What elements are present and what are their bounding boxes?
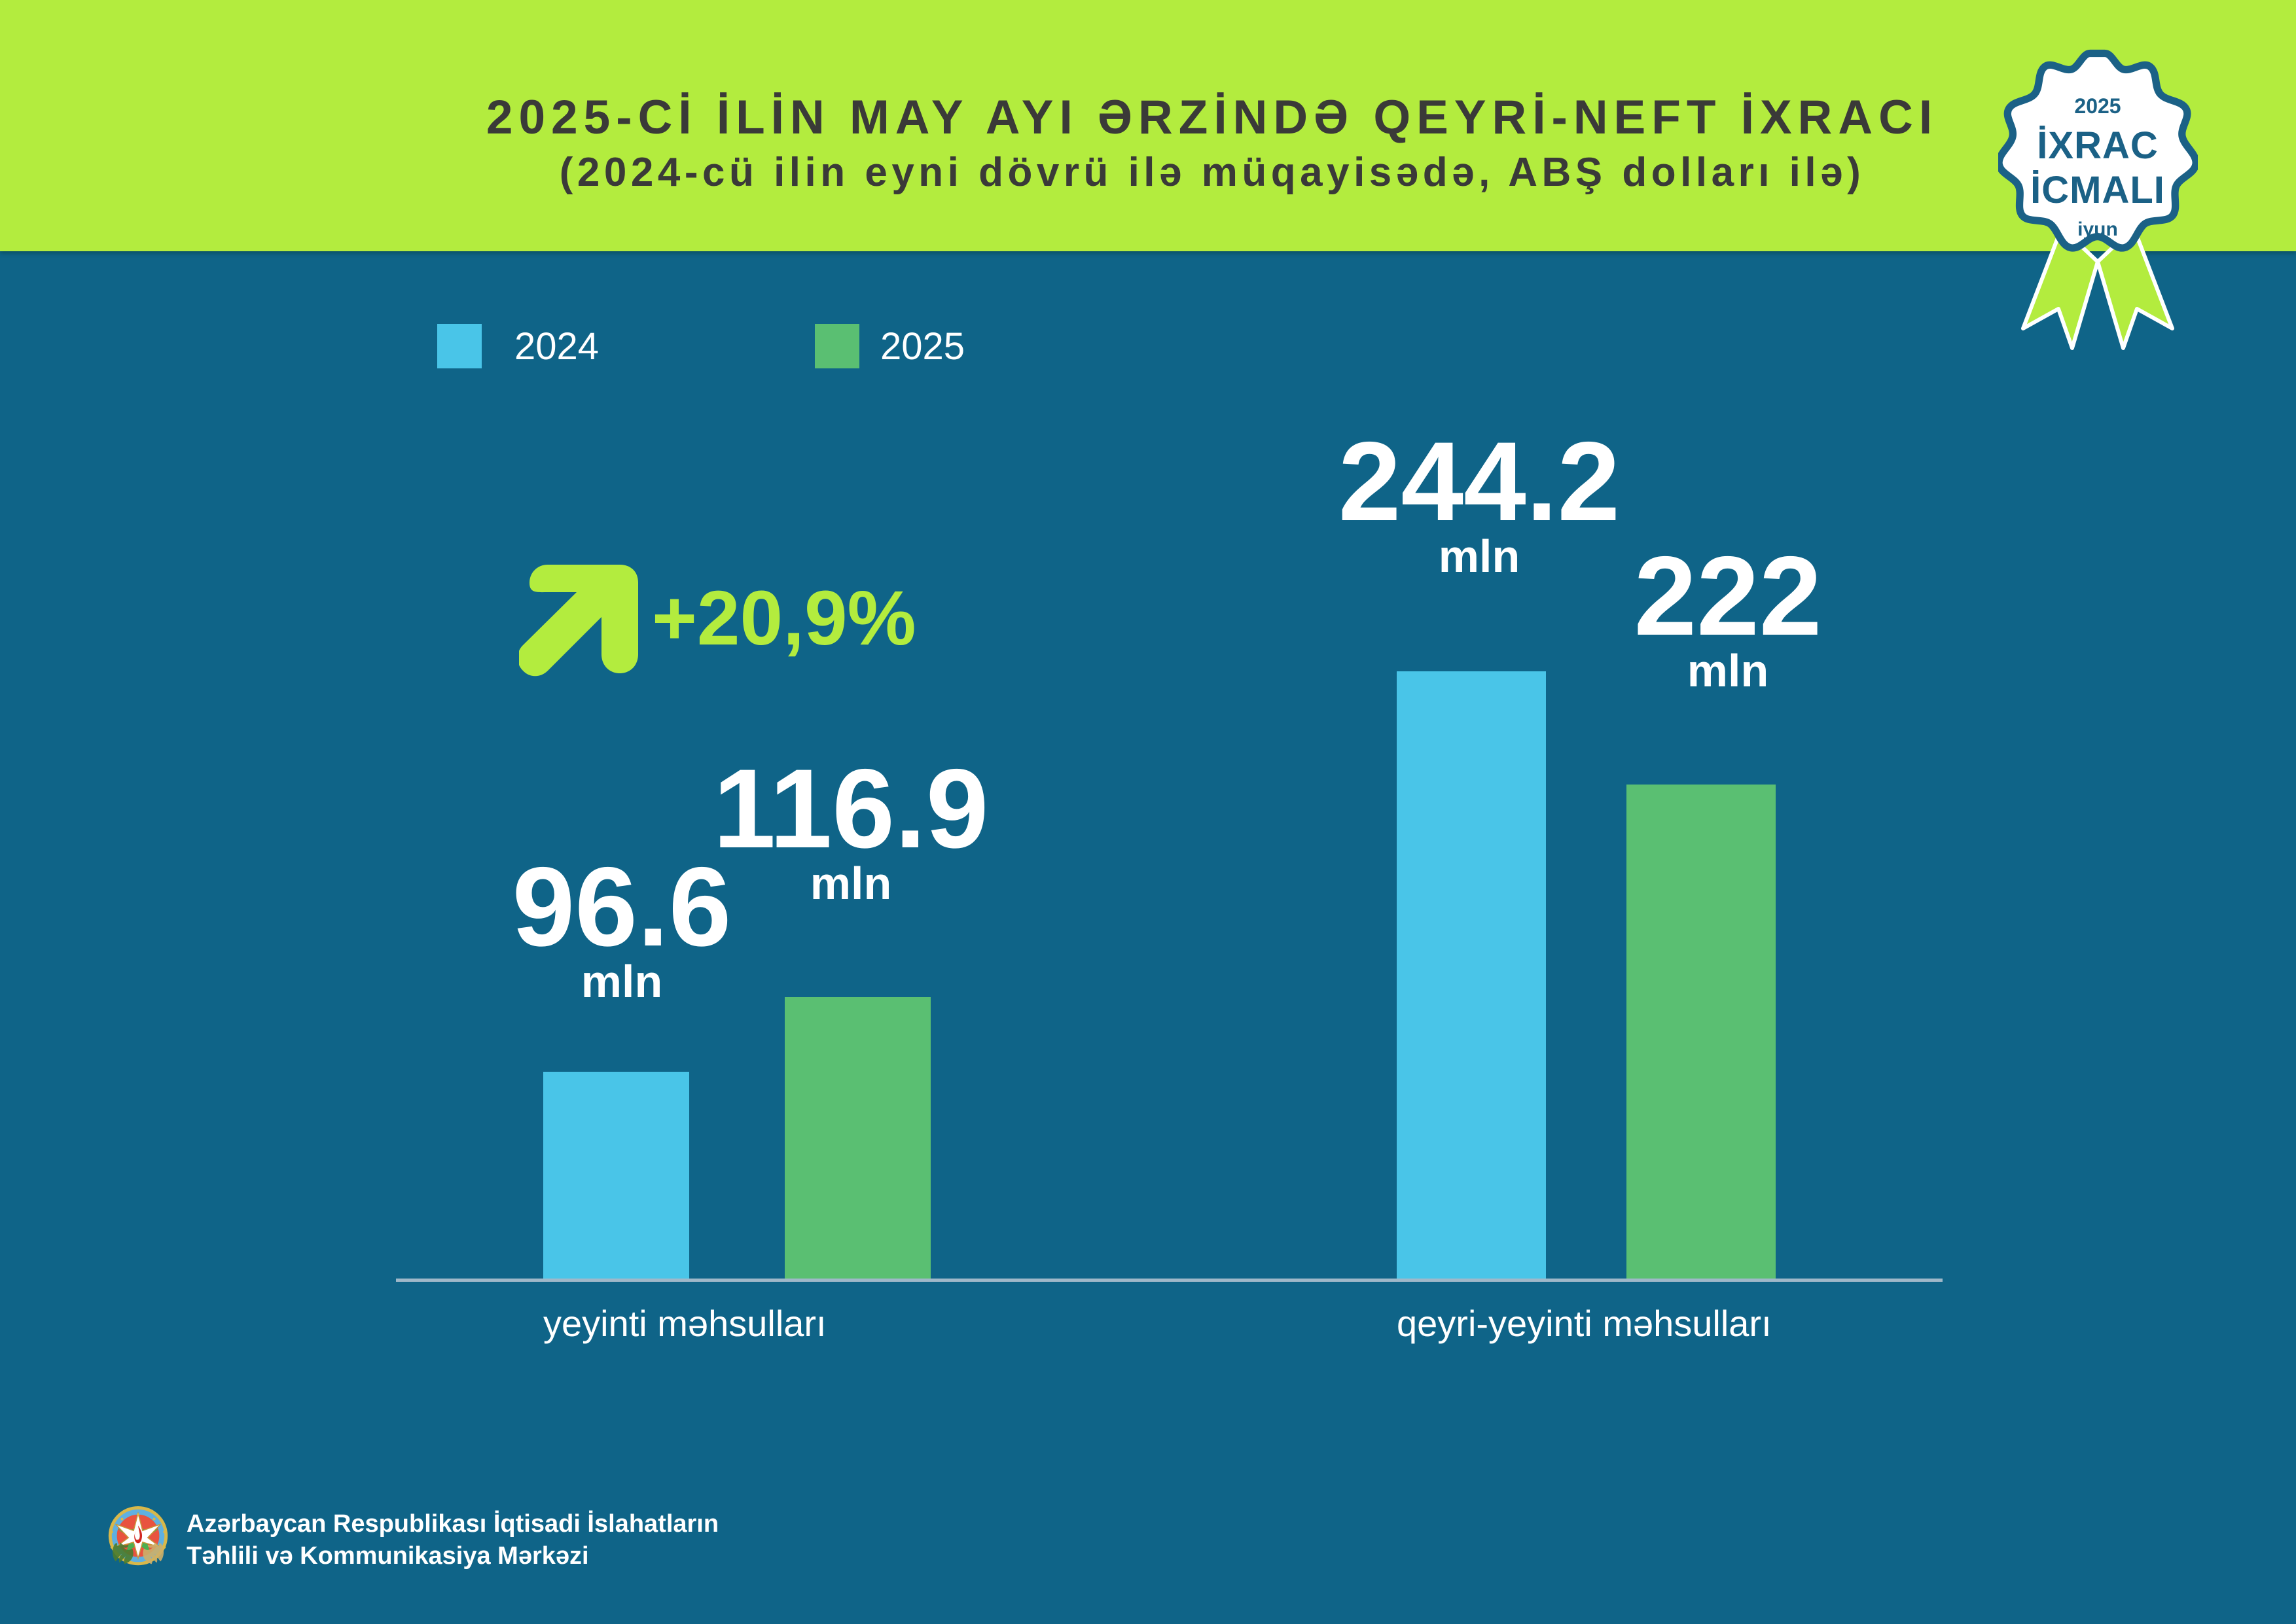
svg-text:iyun: iyun — [2077, 219, 2118, 240]
svg-text:İXRAC: İXRAC — [2037, 124, 2158, 167]
svg-text:İCMALI: İCMALI — [2030, 169, 2165, 211]
svg-text:2025: 2025 — [2074, 94, 2121, 118]
